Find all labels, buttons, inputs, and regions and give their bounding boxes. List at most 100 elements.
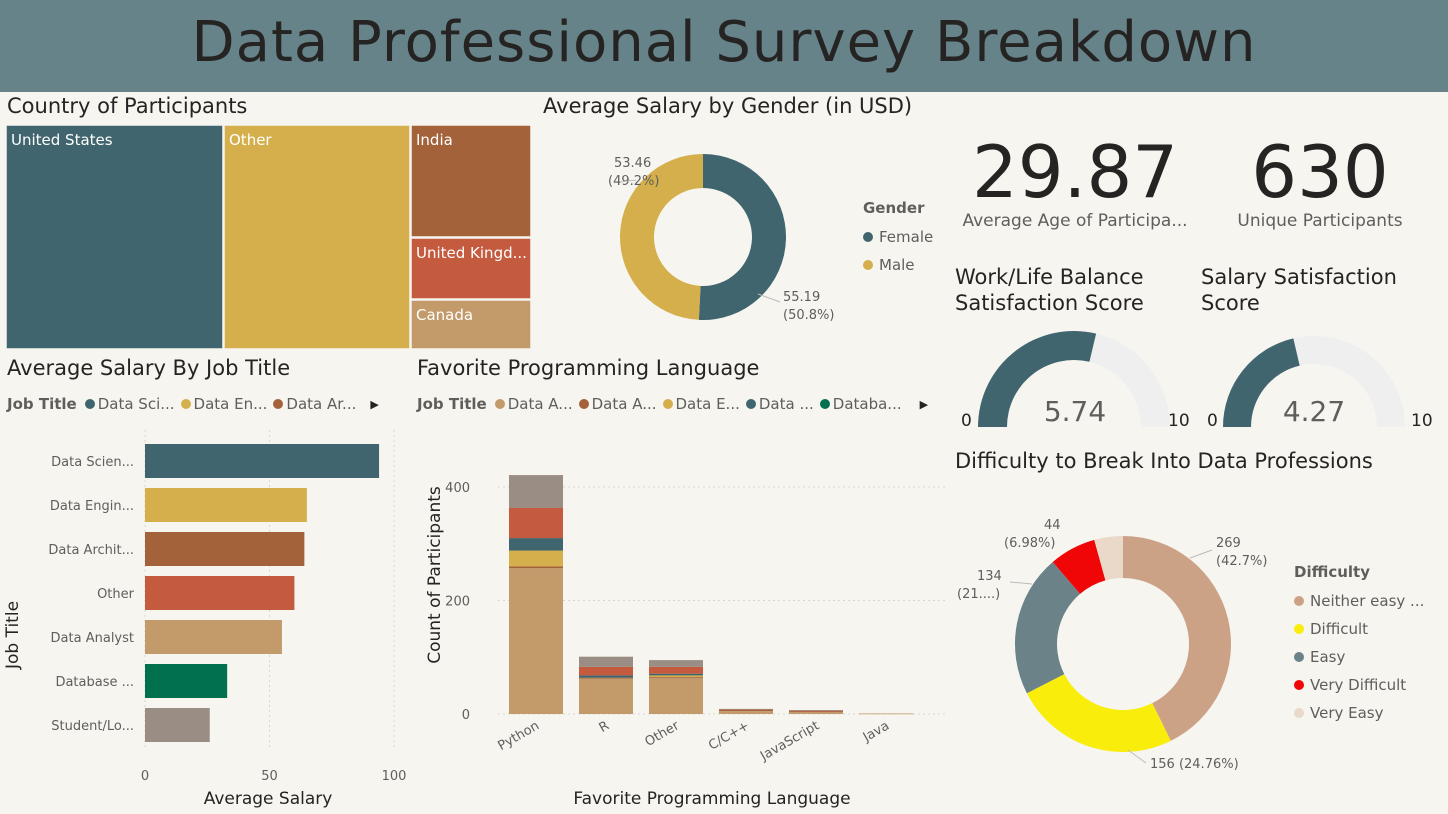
legend-item-data-scientist[interactable]: Data Sci... [84,395,175,413]
legend-next-arrow-icon[interactable]: ▶ [919,397,929,411]
prog-lang-bar-other-seg-1[interactable] [649,677,703,679]
country-treemap[interactable]: United States Other India United Kingd... Ca… [5,124,533,352]
prog-lang-bar-python-seg-6[interactable] [509,475,563,508]
gender-legend: Gender Female Male [863,199,933,279]
job-salary-chart-title: Average Salary By Job Title [7,356,291,380]
prog-lang-bar-other-seg-2[interactable] [649,675,703,678]
difficulty-donut-chart[interactable]: 269 (42.7%) 156 (24.76%) 134 (21....) 44… [950,510,1280,782]
legend-item-data-analyst[interactable]: Data A... [494,395,573,413]
difficult-value-label: 156 (24.76%) [1150,757,1239,772]
job-salary-bar-data-analyst[interactable] [145,620,282,654]
gender-slice-female[interactable] [698,154,786,320]
prog-lang-bar-r-seg-3[interactable] [579,675,633,678]
job-salary-legend-title: Job Title [7,395,77,413]
prog-lang-bar-c-c-seg-0[interactable] [719,711,773,714]
treemap-tile-india[interactable] [410,124,532,238]
gender-slice-male[interactable] [619,153,703,320]
legend-item-data-engineer[interactable]: Data E... [662,395,740,413]
prog-lang-bar-javascript-seg-0[interactable] [789,711,843,714]
legend-item-data-architect[interactable]: Data Ar... [273,395,356,413]
avg-age-label: Average Age of Participa... [962,211,1188,231]
unique-participants-value: 630 [1251,130,1389,214]
difficulty-chart-title: Difficulty to Break Into Data Profession… [955,449,1373,473]
prog-lang-bar-javascript-seg-1[interactable] [789,711,843,712]
job-salary-bar-data-scien[interactable] [145,444,380,478]
prog-lang-bar-python-seg-3[interactable] [509,538,563,551]
prog-lang-bar-javascript-seg-5[interactable] [789,710,843,712]
treemap-label-canada: Canada [416,306,473,324]
legend-item-female[interactable]: Female [863,223,933,251]
legend-next-arrow-icon[interactable]: ▶ [370,397,379,411]
difficulty-slice-difficult[interactable] [1026,674,1171,752]
prog-lang-ytick: 200 [445,595,470,610]
treemap-label-united-kingd: United Kingd... [416,244,527,262]
prog-lang-bar-other-seg-3[interactable] [649,673,703,676]
legend-item-database[interactable]: Databa... [819,395,902,413]
difficulty-slice-easy[interactable] [1015,561,1081,694]
job-salary-bar-database[interactable] [145,664,228,698]
male-dot-icon [863,260,873,270]
salary-gauge-value: 4.27 [1283,395,1345,428]
treemap-tile-united-states[interactable] [5,124,224,350]
prog-lang-bar-other-seg-5[interactable] [649,666,703,674]
prog-lang-category-label: C/C++ [706,718,752,753]
worklife-gauge[interactable]: 5.74 0 10 [955,325,1195,435]
job-salary-bar-chart[interactable]: 0 50 100 Data Scien... Data Engin... Data Arc… [0,420,410,812]
prog-lang-bar-python-seg-1[interactable] [509,566,563,569]
difficulty-slice-very-difficult[interactable] [1052,539,1106,594]
worklife-gauge-fill [978,331,1097,427]
prog-lang-bar-python-seg-0[interactable] [509,568,563,714]
prog-lang-bar-other-seg-6[interactable] [649,660,703,667]
job-salary-bar-data-archit[interactable] [145,532,305,566]
salary-gauge-max: 10 [1411,411,1433,431]
male-pct-label: (49.2%) [608,174,659,189]
legend-item-very-easy[interactable]: Very Easy [1294,699,1424,727]
female-pct-label: (50.8%) [783,308,834,323]
job-salary-bar-student-lo[interactable] [145,708,210,742]
legend-item-data-scientist[interactable]: Data ... [745,395,814,413]
prog-lang-bar-c-c-seg-6[interactable] [719,708,773,710]
gender-legend-title: Gender [863,199,925,217]
prog-lang-bar-chart[interactable]: 0 200 400 Python R Other C/C++ JavaScript Java C… [410,420,950,812]
job-salary-xtick: 100 [382,769,407,784]
treemap-tile-other[interactable] [223,124,411,350]
prog-lang-bar-javascript-seg-6[interactable] [789,710,843,711]
gender-donut-chart[interactable]: 53.46 (49.2%) 55.19 (50.8%) [540,120,950,345]
job-salary-bar-other[interactable] [145,576,295,610]
job-salary-bar-data-engin[interactable] [145,488,307,522]
neither-value-label: 269 [1216,536,1241,551]
treemap-tile-canada[interactable] [410,299,532,350]
job-salary-category-label: Data Analyst [51,631,134,646]
prog-lang-ytick: 400 [445,481,470,496]
job-salary-xlabel: Average Salary [204,789,333,809]
salary-gauge[interactable]: 4.27 0 10 [1201,325,1441,435]
treemap-tile-united-kingd[interactable] [410,237,532,300]
legend-item-data-engineer[interactable]: Data En... [180,395,267,413]
country-chart-title: Country of Participants [7,94,248,118]
prog-lang-bar-python-seg-2[interactable] [509,550,563,567]
title-banner: Data Professional Survey Breakdown [0,0,1448,92]
prog-lang-bar-r-seg-1[interactable] [579,677,633,679]
prog-lang-bar-java-seg-0[interactable] [859,713,913,715]
difficulty-slice-very-easy[interactable] [1094,536,1123,581]
prog-lang-xlabel: Favorite Programming Language [573,789,850,809]
prog-lang-bar-r-seg-0[interactable] [579,678,633,714]
prog-lang-bar-c-c-seg-5[interactable] [719,709,773,711]
prog-lang-bar-r-seg-6[interactable] [579,656,633,667]
difficulty-slice-neither-easy[interactable] [1123,536,1231,741]
legend-item-difficult[interactable]: Difficult [1294,615,1424,643]
prog-lang-bar-python-seg-5[interactable] [509,507,563,539]
legend-item-easy[interactable]: Easy [1294,643,1424,671]
prog-lang-category-label: Java [860,718,892,745]
prog-lang-bar-r-seg-5[interactable] [579,666,633,676]
legend-item-neither[interactable]: Neither easy ... [1294,587,1424,615]
prog-lang-bar-other-seg-0[interactable] [649,678,703,714]
legend-item-male[interactable]: Male [863,251,933,279]
job-salary-ylabel: Job Title [3,601,23,670]
legend-item-very-difficult[interactable]: Very Difficult [1294,671,1424,699]
prog-lang-category-label: Python [495,718,542,754]
prog-lang-bar-c-c-seg-1[interactable] [719,710,773,712]
difficulty-legend: Difficulty Neither easy ... Difficult Ea… [1294,563,1424,727]
legend-item-data-architect[interactable]: Data A... [578,395,657,413]
easy-pct-label: (21....) [957,587,1000,602]
